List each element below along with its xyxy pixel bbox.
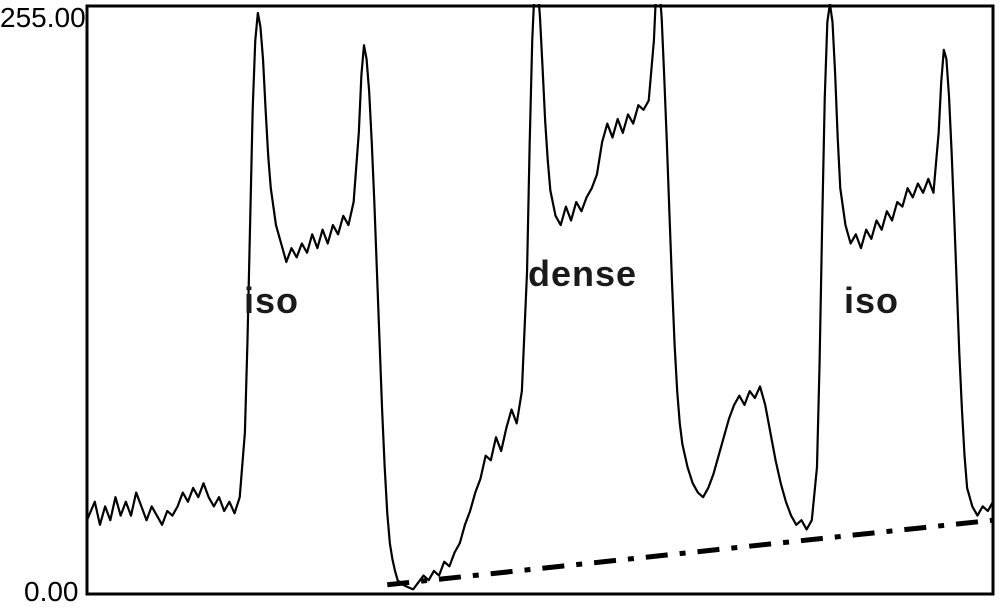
region-label: iso <box>844 280 899 322</box>
region-label: dense <box>528 253 637 295</box>
region-label: iso <box>244 280 299 322</box>
y-tick-label: 0.00 <box>24 576 79 608</box>
y-tick-label: 255.00 <box>0 2 86 34</box>
baseline-dashed-line <box>387 520 993 585</box>
chart-container: 255.00 0.00 iso dense iso <box>0 0 1000 615</box>
